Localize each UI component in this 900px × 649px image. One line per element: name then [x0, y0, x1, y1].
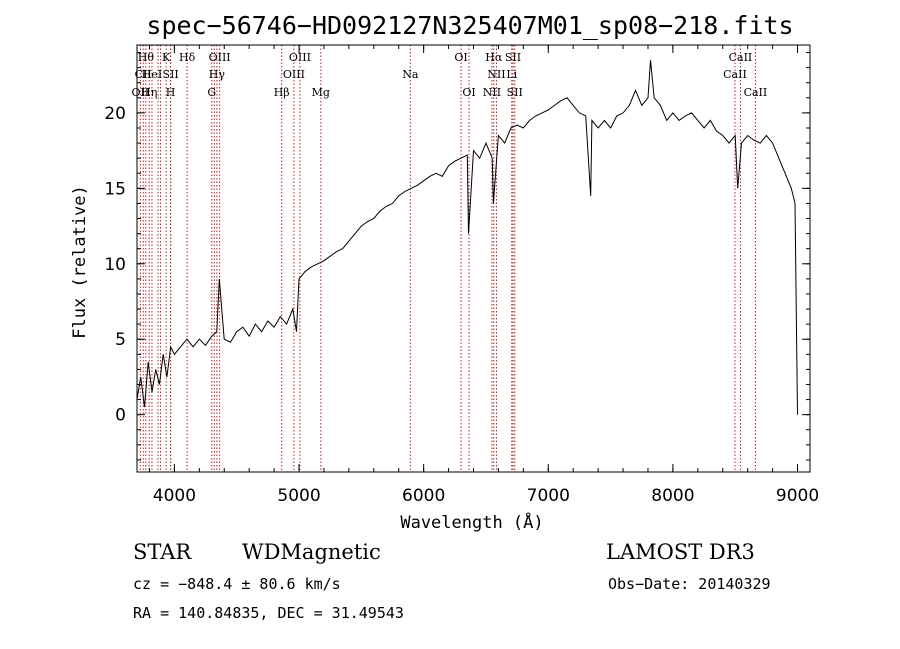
line-marker-label: Hδ [179, 51, 196, 64]
line-marker-label: G [207, 86, 216, 99]
object-class: STAR [133, 540, 192, 564]
line-marker-label: CaII [729, 51, 753, 64]
line-markers [139, 45, 756, 472]
line-marker-label: CaII [723, 68, 747, 81]
line-marker-label: H [166, 86, 176, 99]
x-axis-label: Wavelength (Å) [400, 511, 543, 533]
spectrum-line [136, 60, 798, 415]
line-marker-label: HeI [142, 68, 162, 81]
line-marker-label: SII [505, 51, 521, 64]
line-marker-label: OI [462, 86, 475, 99]
ra-dec: RA = 140.84835, DEC = 31.49543 [133, 604, 404, 622]
y-tick-label: 15 [104, 179, 126, 199]
line-marker-label: Hγ [209, 68, 226, 81]
y-axis-label: Flux (relative) [70, 185, 90, 339]
x-axis: 4000 5000 6000 7000 8000 9000 [148, 45, 819, 506]
y-tick-label: 10 [104, 255, 126, 275]
line-marker-label: OII [132, 86, 150, 99]
line-marker-label: Na [402, 68, 419, 81]
line-marker-label: NII [483, 86, 501, 99]
object-subclass: WDMagnetic [242, 540, 381, 564]
y-tick-label: 20 [104, 104, 126, 124]
x-tick-label: 4000 [153, 486, 196, 506]
line-labels: OIICIIHθHηHeIKHSIIHδGHγOIIIHβOIIIOIIIMgN… [132, 51, 768, 99]
x-tick-label: 5000 [277, 486, 320, 506]
y-tick-label: 5 [115, 330, 126, 350]
line-marker-label: Li [506, 68, 517, 81]
line-marker-label: Hα [485, 51, 503, 64]
redshift-cz: cz = −848.4 ± 80.6 km/s [133, 575, 341, 593]
x-tick-label: 9000 [776, 486, 819, 506]
line-marker-label: CII [135, 68, 152, 81]
line-marker-label: OIII [289, 51, 311, 64]
survey-name: LAMOST DR3 [606, 540, 755, 564]
line-marker-label: Hβ [274, 86, 290, 99]
chart-title: spec−56746−HD092127N325407M01_sp08−218.f… [146, 11, 793, 40]
x-tick-label: 7000 [527, 486, 570, 506]
x-tick-label: 6000 [402, 486, 445, 506]
line-marker-label: Hη [141, 86, 157, 99]
line-marker-label: OIII [209, 51, 231, 64]
line-marker-label: OIII [283, 68, 305, 81]
observation-date: Obs−Date: 20140329 [608, 575, 771, 593]
line-marker-label: SII [507, 86, 523, 99]
x-tick-label: 8000 [651, 486, 694, 506]
line-marker-label: K [162, 51, 171, 64]
y-axis: 0 5 10 15 20 [104, 52, 810, 461]
plot-frame [136, 44, 811, 473]
line-marker-label: Mg [312, 86, 330, 99]
line-marker-label: Hθ [138, 51, 155, 64]
line-marker-label: NII [487, 68, 505, 81]
line-marker-label: SII [163, 68, 179, 81]
line-marker-label: CaII [744, 86, 768, 99]
line-marker-label: OI [454, 51, 467, 64]
y-tick-label: 0 [115, 406, 126, 426]
